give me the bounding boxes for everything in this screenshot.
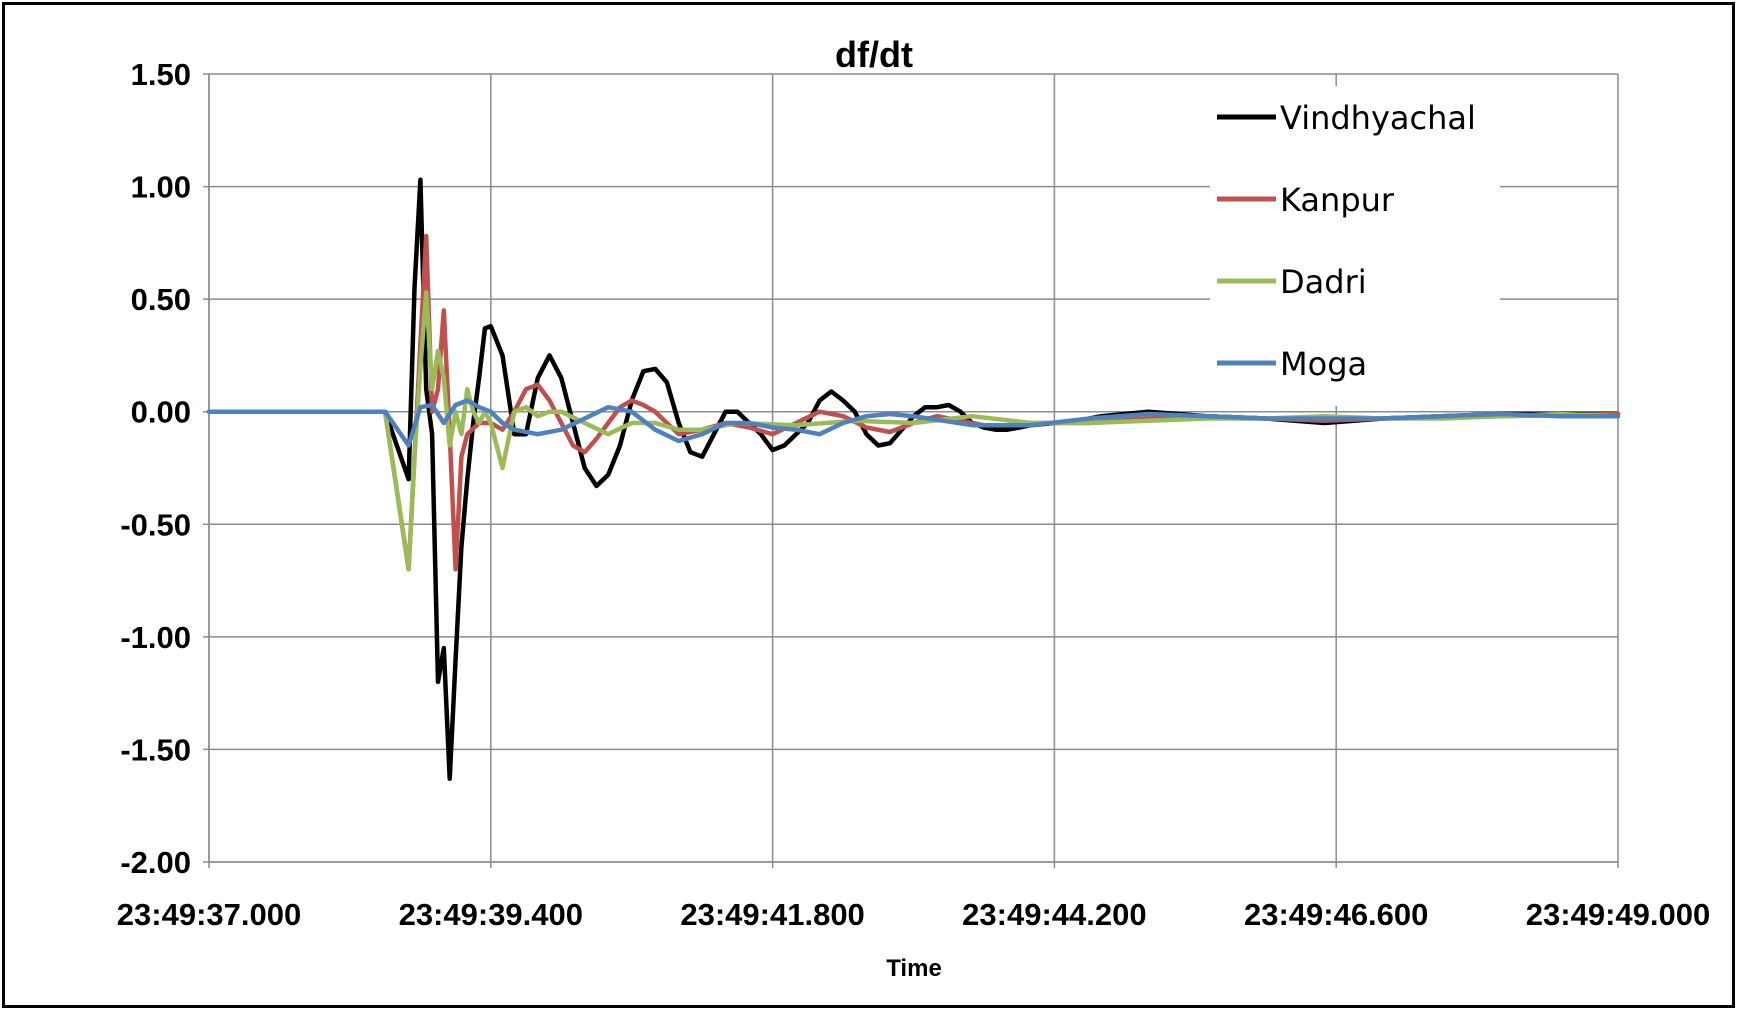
legend-label: Kanpur [1280, 181, 1395, 219]
x-tick-label: 23:49:44.200 [962, 897, 1146, 932]
y-tick-label: 0.50 [131, 282, 191, 317]
x-tick-label: 23:49:46.600 [1244, 897, 1428, 932]
x-tick-label: 23:49:37.000 [117, 897, 301, 932]
series-lines [206, 177, 1621, 781]
y-tick-label: 1.00 [131, 170, 191, 205]
y-tick-label: 0.00 [131, 395, 191, 430]
x-axis-label: Time [886, 955, 942, 982]
y-tick-labels: 1.50 1.00 0.50 0.00 -0.50 -1.00 -1.50 -2.00 [120, 57, 191, 880]
legend-label: Vindhyachal [1280, 99, 1476, 137]
y-tick-label: -1.50 [120, 732, 191, 767]
legend-box [1210, 86, 1500, 406]
x-tick-label: 23:49:41.800 [680, 897, 864, 932]
series-line-dadri [206, 290, 1621, 572]
chart-title: df/dt [835, 34, 913, 75]
x-tick-label: 23:49:39.400 [399, 897, 583, 932]
legend-label: Moga [1280, 345, 1367, 383]
x-tick-label: 23:49:49.000 [1526, 897, 1710, 932]
legend: Vindhyachal Kanpur Dadri Moga [1210, 86, 1500, 406]
y-tick-label: -1.00 [120, 620, 191, 655]
y-tick-label: -2.00 [120, 845, 191, 880]
grid [203, 73, 1619, 868]
y-tick-label: 1.50 [131, 57, 191, 92]
series-line-moga [206, 398, 1621, 448]
y-tick-label: -0.50 [120, 507, 191, 542]
legend-label: Dadri [1280, 263, 1367, 301]
x-tick-labels: 23:49:37.000 23:49:39.400 23:49:41.800 23:4… [117, 897, 1710, 932]
